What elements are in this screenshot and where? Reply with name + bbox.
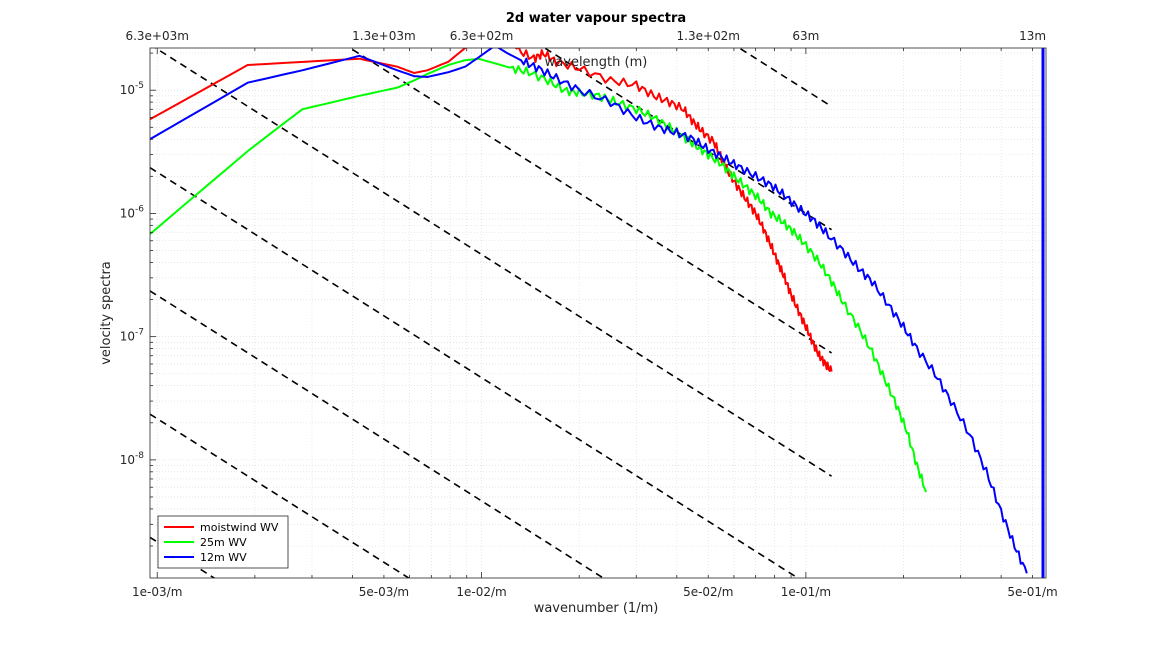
y-tick-label: 10-5: [120, 81, 144, 97]
top-tick-label: 6.3e+02m: [450, 29, 513, 43]
top-tick-label: 6.3e+03m: [125, 29, 188, 43]
legend: moistwind WV 25m WV 12m WV: [157, 515, 289, 569]
top-tick-label: 1.3e+03m: [352, 29, 415, 43]
top-tick-label: 63m: [792, 29, 819, 43]
x-tick-label: 5e-03/m: [359, 585, 409, 599]
axes: 1e-03/m 5e-03/m 1e-02/m 5e-02/m 1e-01/m 5e-01…: [120, 29, 1058, 599]
top-tick-label: 13m: [1019, 29, 1046, 43]
x-tick-label: 1e-03/m: [132, 585, 182, 599]
reference-slope-line: [348, 48, 832, 354]
y-tick-label: 10-7: [120, 328, 144, 344]
x-tick-label: 1e-02/m: [456, 585, 506, 599]
legend-label: moistwind WV: [200, 521, 279, 534]
y-tick-label: 10-6: [120, 204, 145, 220]
x-tick-label: 1e-01/m: [781, 585, 831, 599]
x-tick-label: 5e-01/m: [1007, 585, 1057, 599]
reference-slope-line: [150, 290, 605, 578]
reference-slope-line: [154, 48, 832, 477]
data-series: [150, 48, 1028, 574]
series-line-12m-wv: [150, 48, 1028, 574]
chart-title: 2d water vapour spectra: [506, 11, 686, 26]
top-axis-label: wavelength (m): [545, 55, 648, 70]
x-axis-label: wavenumber (1/m): [534, 601, 659, 616]
legend-label: 25m WV: [200, 536, 247, 549]
y-tick-label: 10-8: [120, 451, 145, 467]
series-line-moistwind-wv: [150, 48, 833, 372]
reference-slope-line: [150, 413, 411, 578]
y-axis-label: velocity spectra: [99, 261, 114, 365]
legend-label: 12m WV: [200, 551, 247, 564]
x-tick-label: 5e-02/m: [683, 585, 733, 599]
grid: [150, 48, 1046, 578]
plot-frame: [149, 47, 1047, 579]
top-tick-label: 1.3e+02m: [677, 29, 740, 43]
reference-slope-line: [150, 167, 800, 578]
